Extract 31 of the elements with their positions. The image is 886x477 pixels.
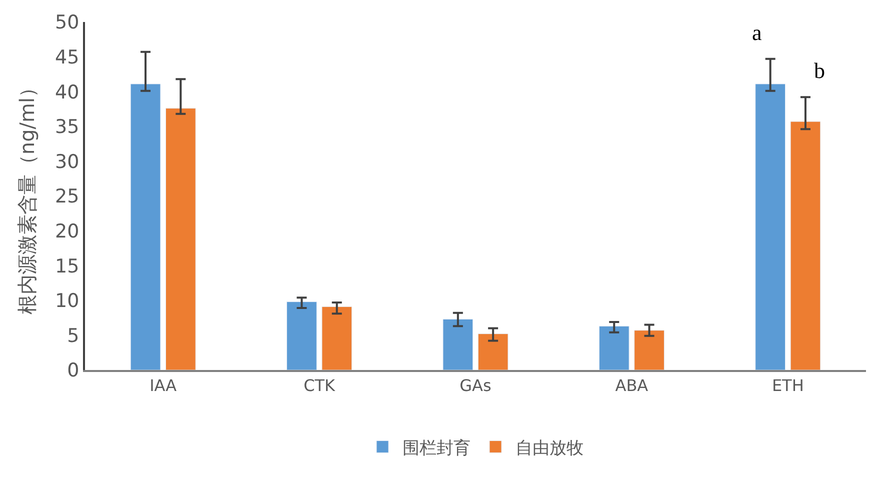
y-tick-label: 45 — [55, 46, 80, 68]
y-axis-title: 根内源激素含量（ng/ml） — [15, 77, 40, 315]
y-tick-label: 40 — [55, 81, 80, 104]
y-tick-label: 35 — [55, 116, 80, 138]
bar — [790, 121, 821, 370]
y-tick-label: 5 — [67, 324, 80, 347]
x-tick-label: ETH — [772, 376, 804, 396]
legend-label: 围栏封育 — [402, 438, 470, 458]
bar — [755, 84, 786, 370]
y-tick-label: 30 — [55, 150, 80, 173]
bar — [442, 318, 474, 370]
y-tick-label: 25 — [55, 186, 80, 208]
bar — [634, 330, 664, 370]
annotation: a — [752, 20, 762, 45]
bar — [478, 334, 508, 370]
x-tick-label: ABA — [615, 376, 648, 396]
x-tick-label: CTK — [304, 376, 336, 396]
y-tick-label: 15 — [55, 255, 80, 278]
y-tick-label: 10 — [55, 290, 80, 312]
bar — [322, 306, 352, 370]
bar — [286, 302, 317, 370]
x-tick-label: IAA — [150, 376, 177, 396]
bar — [598, 326, 630, 370]
bar — [130, 84, 161, 370]
y-tick-label: 50 — [55, 12, 80, 34]
y-tick-label: 0 — [67, 360, 80, 382]
legend-label: 自由放牧 — [516, 438, 584, 458]
annotation: b — [814, 58, 825, 83]
x-tick-label: GAs — [460, 376, 492, 396]
bar — [165, 108, 196, 370]
y-tick-label: 20 — [55, 220, 80, 242]
